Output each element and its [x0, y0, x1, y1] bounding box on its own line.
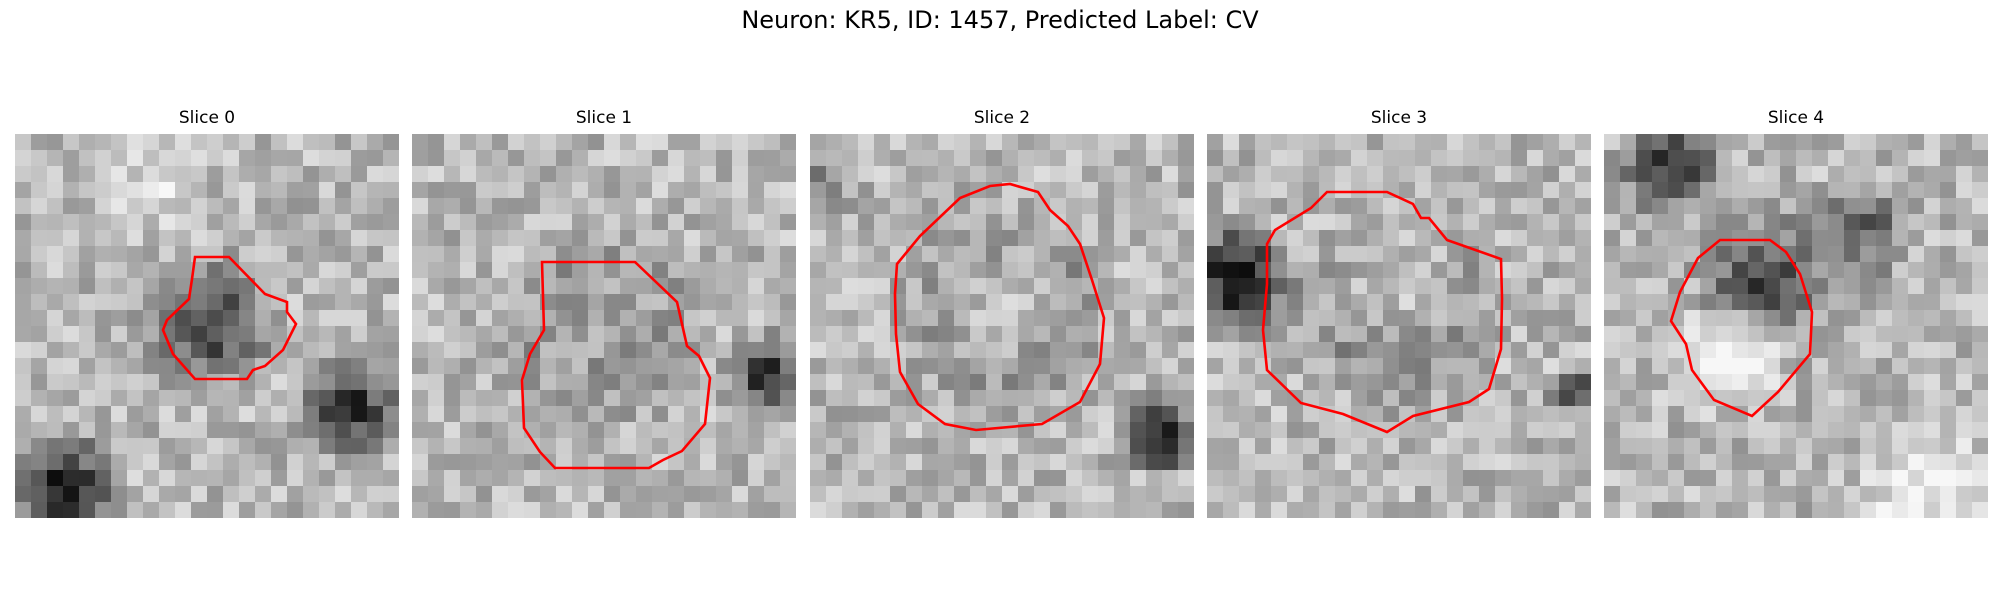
- slice-image-4: [1604, 134, 1988, 518]
- slice-image-1: [412, 134, 796, 518]
- slice-title: Slice 2: [973, 108, 1031, 128]
- roi-contour: [893, 182, 1106, 432]
- slice-image-3: [1207, 134, 1591, 518]
- slice-title: Slice 1: [575, 108, 633, 128]
- slice-title: Slice 0: [178, 108, 236, 128]
- slice-image-2: [810, 134, 1194, 518]
- grayscale-pixels: [1604, 134, 1988, 518]
- roi-contour: [1669, 238, 1814, 418]
- roi-contour: [520, 260, 712, 470]
- slice-image-0: [15, 134, 399, 518]
- grayscale-pixels: [15, 134, 399, 518]
- grayscale-pixels: [1207, 134, 1591, 518]
- figure-title: Neuron: KR5, ID: 1457, Predicted Label: …: [741, 6, 1259, 34]
- grayscale-pixels: [810, 134, 1194, 518]
- slice-title: Slice 4: [1767, 108, 1825, 128]
- roi-contour: [161, 255, 298, 381]
- grayscale-pixels: [412, 134, 796, 518]
- roi-contour: [1261, 190, 1504, 434]
- slice-title: Slice 3: [1370, 108, 1428, 128]
